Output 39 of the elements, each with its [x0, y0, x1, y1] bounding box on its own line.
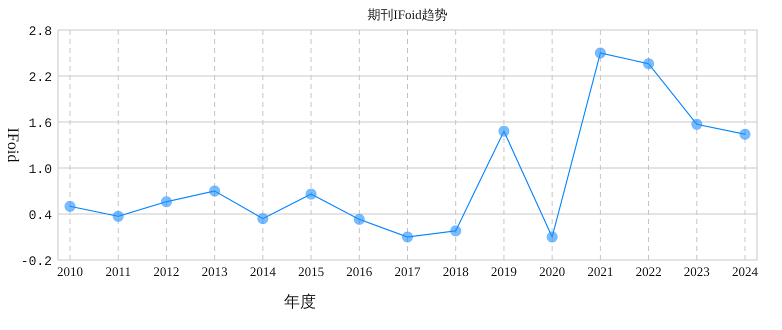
x-tick-label: 2022 — [636, 264, 662, 279]
x-tick-label: 2017 — [394, 264, 421, 279]
x-axis-title: 年度 — [284, 293, 316, 311]
y-tick-label: -0.2 — [20, 254, 52, 269]
point — [209, 186, 220, 196]
point — [402, 232, 413, 242]
x-tick-label: 2020 — [539, 264, 566, 279]
y-tick-label: 1.0 — [28, 162, 52, 177]
point — [112, 210, 124, 222]
x-tick-label: 2019 — [490, 264, 517, 279]
y-tick-label: 1.6 — [28, 116, 52, 131]
point — [160, 196, 172, 208]
x-tick-label: 2012 — [153, 264, 180, 279]
point — [594, 48, 606, 58]
y-tick-label: 2.2 — [28, 70, 52, 85]
x-tick-label: 2021 — [587, 264, 614, 279]
y-axis-title: IFoid — [4, 128, 21, 162]
y-tick-label: 0.4 — [28, 208, 52, 223]
point — [498, 126, 510, 137]
point — [64, 200, 76, 212]
x-tick-label: 2015 — [298, 264, 324, 279]
point — [354, 214, 365, 225]
point — [450, 225, 462, 236]
x-tick-label: 2016 — [346, 264, 373, 279]
point — [306, 188, 317, 200]
chart-title: 期刊IFoid趋势 — [367, 7, 448, 22]
x-tick-label: 2011 — [105, 264, 131, 279]
y-tick-label: 2.8 — [28, 24, 52, 39]
point — [691, 118, 702, 130]
x-tick-label: 2010 — [57, 264, 83, 279]
x-tick-label: 2013 — [202, 264, 228, 279]
point — [546, 232, 558, 242]
x-tick-label: 2014 — [250, 264, 276, 279]
point — [740, 128, 750, 140]
x-tick-label: 2023 — [684, 264, 710, 279]
x-tick-label: 2018 — [442, 264, 469, 279]
x-tick-label: 2024 — [732, 264, 758, 279]
point — [257, 213, 268, 224]
point — [643, 58, 654, 70]
